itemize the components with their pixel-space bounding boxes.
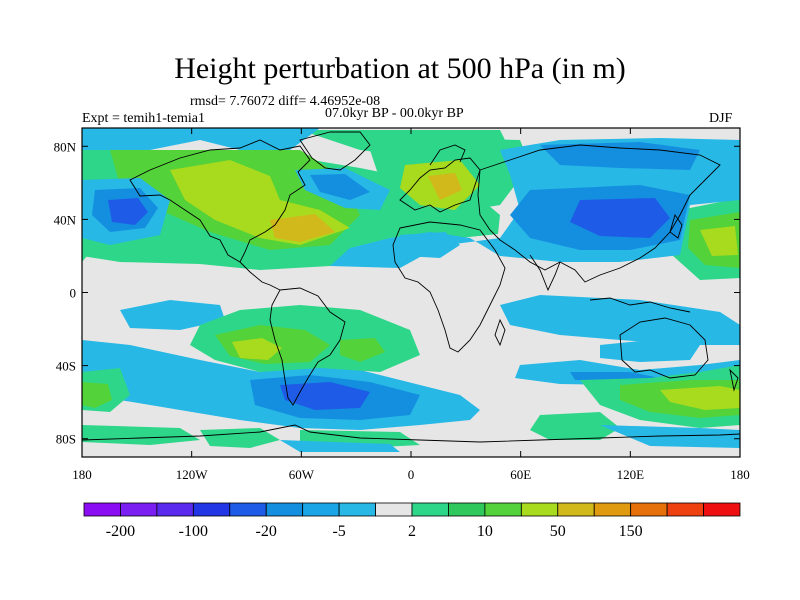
- latitude-tick-label: 80S: [56, 432, 76, 447]
- negative-anomaly-region: [280, 440, 400, 452]
- latitude-tick-label: 0: [70, 286, 77, 301]
- longitude-tick-label: 180: [72, 467, 92, 482]
- colorbar-label: 50: [550, 523, 566, 540]
- colorbar-swatch: [520, 502, 559, 517]
- longitude-ticks: 180 120W 60W 0 60E 120E 180: [72, 128, 750, 482]
- longitude-tick-label: 120W: [176, 467, 209, 482]
- negative-anomaly-region: [120, 300, 225, 330]
- longitude-tick-label: 60E: [510, 467, 531, 482]
- latitude-tick-label: 80N: [54, 139, 77, 154]
- colorbar-swatch: [593, 502, 632, 517]
- negative-anomaly-region: [82, 348, 92, 362]
- colorbar-label: 150: [619, 523, 643, 540]
- chart-title: Height perturbation at 500 hPa (in m): [174, 52, 626, 85]
- colorbar-label: -5: [332, 523, 345, 540]
- season-label: DJF: [709, 111, 733, 126]
- negative-anomaly-region: [600, 425, 740, 448]
- negative-anomaly-region: [600, 340, 700, 362]
- colorbar-swatch: [703, 502, 741, 517]
- longitude-tick-label: 0: [408, 467, 415, 482]
- coastline-antarctica: [82, 424, 740, 443]
- positive-anomaly-region: [232, 338, 282, 360]
- colorbar-swatch: [302, 502, 340, 517]
- colorbar-swatch: [484, 502, 522, 517]
- colorbar-swatch: [156, 502, 194, 517]
- colorbar-swatch: [666, 502, 704, 517]
- longitude-tick-label: 180: [730, 467, 750, 482]
- experiment-label: Expt = temih1-temia1: [82, 111, 205, 126]
- latitude-tick-label: 40S: [56, 359, 76, 374]
- positive-anomaly-region: [428, 173, 462, 200]
- colorbar-swatch: [448, 502, 486, 517]
- longitude-tick-label: 60W: [289, 467, 315, 482]
- colorbar-swatch: [375, 502, 413, 517]
- longitude-tick-label: 120E: [617, 467, 645, 482]
- period-label: 07.0kyr BP - 00.0kyr BP: [325, 106, 464, 121]
- positive-anomaly-region: [270, 214, 335, 242]
- coastline-new-zealand: [729, 368, 739, 392]
- colorbar-swatch: [120, 502, 158, 517]
- negative-anomaly-region: [500, 295, 740, 345]
- positive-anomaly-region: [82, 382, 112, 408]
- negative-anomaly-region: [82, 128, 320, 150]
- coastline-india: [529, 254, 561, 292]
- colorbar-swatch: [630, 502, 668, 517]
- coastline-greenland: [299, 131, 371, 171]
- coastline-asia: [477, 144, 721, 283]
- negative-anomaly-region: [280, 382, 370, 410]
- positive-anomaly-region: [700, 226, 738, 256]
- positive-anomaly-region: [300, 130, 510, 160]
- coastline-central-america: [239, 261, 281, 291]
- coastline-indonesia: [589, 297, 691, 313]
- positive-anomaly-region: [340, 338, 385, 362]
- colorbar-label: -200: [106, 523, 135, 540]
- colorbar-swatch: [229, 502, 267, 517]
- coastline-africa: [392, 221, 506, 353]
- negative-anomaly-region: [570, 198, 670, 238]
- latitude-ticks: 80N 40N 0 40S 80S: [54, 139, 740, 447]
- colorbar-label: -100: [179, 523, 208, 540]
- positive-anomaly-region: [660, 386, 740, 410]
- coastline-madagascar: [494, 318, 506, 347]
- colorbar-swatch: [411, 502, 449, 517]
- colorbar-swatch: [83, 502, 121, 517]
- contour-fields: [82, 128, 740, 452]
- coastline-south-america: [269, 287, 346, 406]
- positive-anomaly-region: [530, 412, 620, 440]
- stats-text: rmsd= 7.76072 diff= 4.46952e-08: [190, 94, 381, 109]
- colorbar-swatch: [557, 502, 595, 517]
- coastlines: [82, 131, 740, 443]
- colorbar-swatch: [338, 502, 376, 517]
- positive-anomaly-region: [200, 428, 280, 448]
- colorbar-swatch: [265, 502, 304, 517]
- negative-anomaly-region: [400, 232, 460, 258]
- negative-anomaly-region: [310, 174, 370, 200]
- negative-anomaly-region: [540, 142, 700, 170]
- coastline-scandinavia: [429, 144, 466, 166]
- colorbar-label: 10: [477, 523, 493, 540]
- latitude-tick-label: 40N: [54, 212, 77, 227]
- colorbar-label: 2: [408, 523, 416, 540]
- colorbar-swatch: [192, 502, 231, 517]
- positive-anomaly-region: [82, 425, 200, 445]
- colorbar-label: -20: [256, 523, 277, 540]
- negative-anomaly-region: [108, 198, 148, 225]
- coastline-japan: [669, 213, 683, 239]
- coastline-north-america: [129, 139, 311, 263]
- colorbar: -200 -100 -20 -5 2 10 50 150: [83, 502, 741, 540]
- coastline-australia: [619, 317, 709, 379]
